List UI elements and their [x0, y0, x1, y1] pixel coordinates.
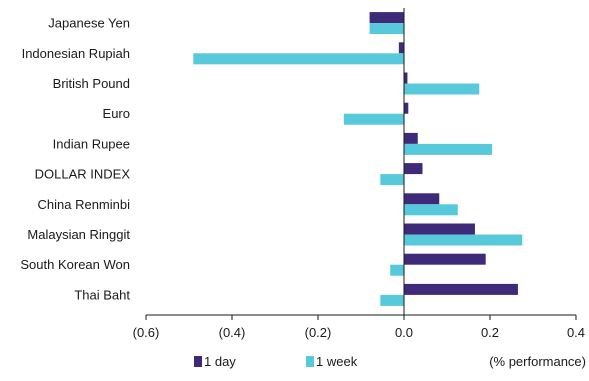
- category-label: Indonesian Rupiah: [22, 46, 130, 61]
- x-tick-label: 0.0: [395, 325, 413, 340]
- legend-swatch-1-week: [306, 356, 314, 367]
- category-label: China Renminbi: [38, 197, 131, 212]
- unit-label: (% performance): [489, 354, 586, 369]
- bar-1-day: [404, 132, 418, 144]
- bar-1-week: [369, 23, 404, 35]
- category-label: Thai Baht: [74, 287, 130, 302]
- x-tick-label: (0.2): [305, 325, 332, 340]
- bar-1-week: [390, 264, 404, 276]
- category-label: Malaysian Ringgit: [27, 227, 130, 242]
- legend: 1 day 1 week (% performance): [194, 354, 586, 369]
- x-tick-label: 0.4: [567, 325, 585, 340]
- category-label: British Pound: [53, 76, 130, 91]
- bars-layer: [193, 12, 523, 306]
- category-label: South Korean Won: [20, 257, 130, 272]
- bar-1-day: [404, 72, 408, 84]
- bar-1-week: [404, 204, 458, 216]
- bar-1-week: [404, 234, 523, 246]
- category-label: Japanese Yen: [48, 16, 130, 31]
- legend-swatch-1-day: [194, 356, 202, 367]
- bar-1-day: [404, 253, 486, 265]
- bar-1-week: [380, 294, 404, 306]
- x-tick-label: (0.6): [133, 325, 160, 340]
- category-labels: Japanese Yen Indonesian Rupiah British Pou…: [20, 16, 130, 303]
- legend-label-1-week: 1 week: [316, 354, 358, 369]
- bar-1-day: [404, 193, 440, 205]
- x-axis: (0.6) (0.4) (0.2) 0.0 0.2 0.4: [133, 8, 585, 340]
- bar-1-day: [404, 283, 518, 295]
- bar-1-day: [369, 12, 404, 24]
- category-label: DOLLAR INDEX: [35, 167, 131, 182]
- bar-1-day: [404, 102, 409, 114]
- bar-1-week: [380, 174, 404, 186]
- bar-1-week: [343, 113, 404, 125]
- bar-1-day: [404, 223, 475, 235]
- bar-1-day: [404, 163, 423, 175]
- bar-1-day: [398, 42, 404, 54]
- bar-1-week: [404, 83, 480, 95]
- bar-1-week: [193, 53, 404, 65]
- category-label: Euro: [103, 106, 130, 121]
- legend-label-1-day: 1 day: [204, 354, 236, 369]
- x-tick-label: 0.2: [481, 325, 499, 340]
- category-label: Indian Rupee: [53, 136, 130, 151]
- bar-1-week: [404, 143, 493, 155]
- x-tick-label: (0.4): [219, 325, 246, 340]
